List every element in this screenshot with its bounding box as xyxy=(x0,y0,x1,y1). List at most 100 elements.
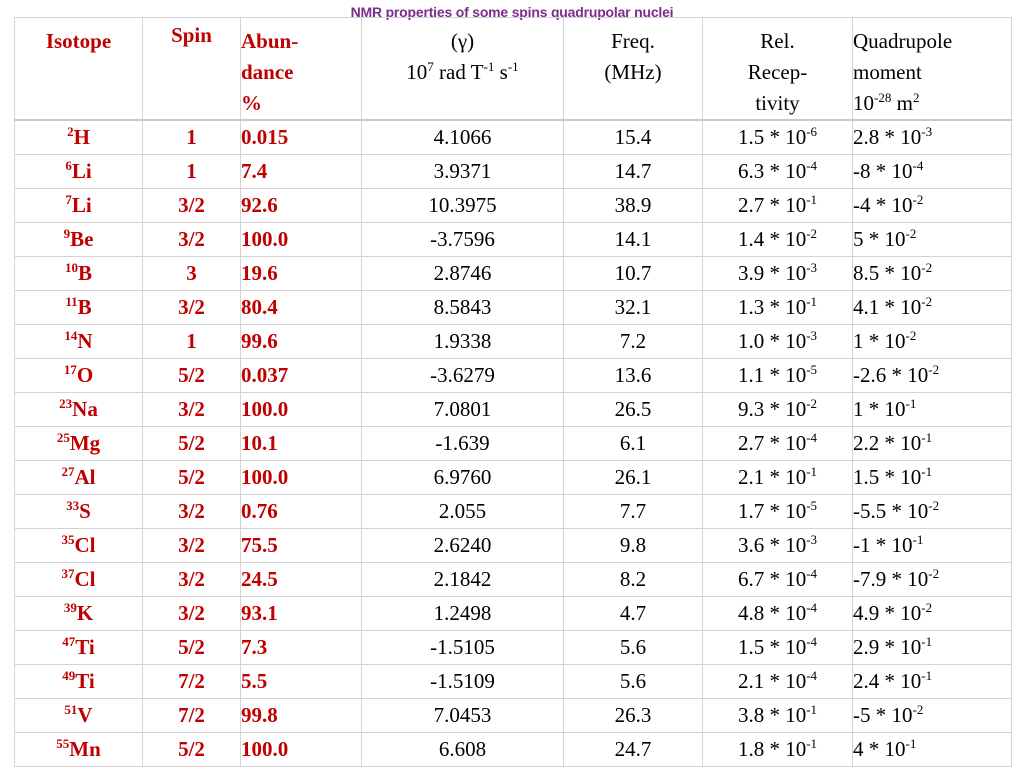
isotope-mass: 14 xyxy=(64,328,78,343)
cell-isotope: 47Ti xyxy=(14,629,143,665)
quadrupole-base: -5 * 10 xyxy=(853,703,913,727)
cell-quadrupole: -4 * 10-2 xyxy=(852,187,1012,223)
cell-isotope: 27Al xyxy=(14,459,143,495)
abundance-value: 99.6 xyxy=(241,329,278,353)
isotope-mass: 6 xyxy=(65,158,72,173)
receptivity-exponent: -4 xyxy=(806,600,818,615)
header-isotope-label: Isotope xyxy=(45,29,112,53)
header-abundance-line1: Abun- xyxy=(241,29,299,53)
receptivity-exponent: -4 xyxy=(806,668,818,683)
cell-receptivity: 4.8 * 10-4 xyxy=(702,595,853,631)
isotope-symbol: Cl xyxy=(74,533,96,557)
cell-quadrupole: -5.5 * 10-2 xyxy=(852,493,1012,529)
spin-value: 1 xyxy=(186,125,197,150)
abundance-value: 80.4 xyxy=(241,295,278,319)
cell-isotope: 23Na xyxy=(14,391,143,427)
frequency-value: 38.9 xyxy=(614,193,652,217)
cell-gamma: 8.5843 xyxy=(361,289,564,325)
cell-spin: 3/2 xyxy=(142,391,241,427)
cell-quadrupole: 4.9 * 10-2 xyxy=(852,595,1012,631)
table-row: 6Li 1 7.4 3.9371 14.7 6.3 * 10-4 -8 * 10-4 xyxy=(14,153,1012,189)
isotope-mass: 37 xyxy=(61,566,75,581)
frequency-value: 26.3 xyxy=(614,703,652,727)
receptivity-base: 3.6 * 10 xyxy=(737,533,807,557)
header-spin: Spin xyxy=(142,17,241,121)
isotope-symbol: H xyxy=(73,125,90,150)
cell-abundance: 93.1 xyxy=(240,595,362,631)
isotope-mass: 2 xyxy=(67,124,74,140)
cell-receptivity: 2.1 * 10-1 xyxy=(702,459,853,495)
cell-gamma: 1.2498 xyxy=(361,595,564,631)
cell-abundance: 0.037 xyxy=(240,357,362,393)
cell-gamma: 3.9371 xyxy=(361,153,564,189)
receptivity-exponent: -5 xyxy=(806,362,818,377)
quadrupole-exponent: -2 xyxy=(912,702,924,717)
gamma-value: -3.7596 xyxy=(430,227,495,251)
receptivity-base: 3.9 * 10 xyxy=(737,261,807,285)
gamma-value: -1.5109 xyxy=(430,669,495,693)
table-row: 49Ti 7/2 5.5 -1.5109 5.6 2.1 * 10-4 2.4 * 10-1 xyxy=(14,663,1012,699)
frequency-value: 24.7 xyxy=(614,737,652,761)
gamma-value: -3.6279 xyxy=(430,363,495,387)
receptivity-exponent: -3 xyxy=(806,532,818,547)
gamma-value: 7.0801 xyxy=(433,397,492,421)
receptivity-base: 2.1 * 10 xyxy=(737,465,807,489)
frequency-value: 26.5 xyxy=(614,397,652,421)
quadrupole-base: 4.1 * 10 xyxy=(853,295,922,319)
header-quadrupole-unit: m xyxy=(891,91,913,115)
quadrupole-exponent: -2 xyxy=(905,328,917,343)
table-row: 51V 7/2 99.8 7.0453 26.3 3.8 * 10-1 -5 * 10-2 xyxy=(14,697,1012,733)
receptivity-exponent: -5 xyxy=(806,498,818,513)
frequency-value: 14.7 xyxy=(614,159,652,183)
cell-spin: 3/2 xyxy=(142,595,241,631)
cell-spin: 3/2 xyxy=(142,289,241,325)
frequency-value: 14.1 xyxy=(614,227,652,251)
cell-isotope: 49Ti xyxy=(14,663,143,699)
quadrupole-exponent: -3 xyxy=(921,124,933,140)
quadrupole-base: -2.6 * 10 xyxy=(853,363,929,387)
abundance-value: 19.6 xyxy=(241,261,278,285)
spin-value: 5/2 xyxy=(178,737,205,761)
cell-quadrupole: 4.1 * 10-2 xyxy=(852,289,1012,325)
spin-value: 3/2 xyxy=(178,397,205,421)
gamma-value: 4.1066 xyxy=(433,125,492,150)
receptivity-exponent: -3 xyxy=(806,260,818,275)
abundance-value: 93.1 xyxy=(241,601,278,625)
isotope-symbol: Na xyxy=(72,397,98,421)
receptivity-base: 1.5 * 10 xyxy=(737,125,807,150)
cell-isotope: 35Cl xyxy=(14,527,143,563)
receptivity-base: 1.7 * 10 xyxy=(737,499,807,523)
receptivity-exponent: -1 xyxy=(806,294,818,309)
cell-spin: 5/2 xyxy=(142,425,241,461)
spin-value: 7/2 xyxy=(178,703,205,727)
cell-spin: 3/2 xyxy=(142,187,241,223)
frequency-value: 26.1 xyxy=(614,465,652,489)
cell-isotope: 39K xyxy=(14,595,143,631)
cell-isotope: 9Be xyxy=(14,221,143,257)
table-row: 9Be 3/2 100.0 -3.7596 14.1 1.4 * 10-2 5 * 10-2 xyxy=(14,221,1012,257)
cell-abundance: 24.5 xyxy=(240,561,362,597)
cell-receptivity: 2.7 * 10-4 xyxy=(702,425,853,461)
header-abundance-line2: dance xyxy=(241,60,294,84)
table-body: 2H 1 0.015 4.1066 15.4 1.5 * 10-6 2.8 * 10-3 6L… xyxy=(14,119,1012,767)
cell-spin: 1 xyxy=(142,119,241,155)
abundance-value: 7.4 xyxy=(241,159,268,183)
cell-spin: 5/2 xyxy=(142,459,241,495)
header-gamma-exp2: -1 xyxy=(483,59,495,74)
cell-abundance: 19.6 xyxy=(240,255,362,291)
frequency-value: 15.4 xyxy=(614,125,652,150)
quadrupole-exponent: -2 xyxy=(921,600,933,615)
table-row: 23Na 3/2 100.0 7.0801 26.5 9.3 * 10-2 1 * 10-1 xyxy=(14,391,1012,427)
header-gamma-unit-s: s xyxy=(494,60,508,84)
cell-abundance: 5.5 xyxy=(240,663,362,699)
frequency-value: 7.2 xyxy=(619,329,647,353)
isotope-mass: 51 xyxy=(64,702,78,717)
cell-gamma: 2.6240 xyxy=(361,527,564,563)
gamma-value: -1.5105 xyxy=(430,635,495,659)
cell-frequency: 26.1 xyxy=(563,459,703,495)
receptivity-base: 1.8 * 10 xyxy=(737,737,807,761)
isotope-mass: 7 xyxy=(65,192,72,207)
isotope-symbol: Be xyxy=(70,227,94,251)
receptivity-base: 9.3 * 10 xyxy=(737,397,807,421)
